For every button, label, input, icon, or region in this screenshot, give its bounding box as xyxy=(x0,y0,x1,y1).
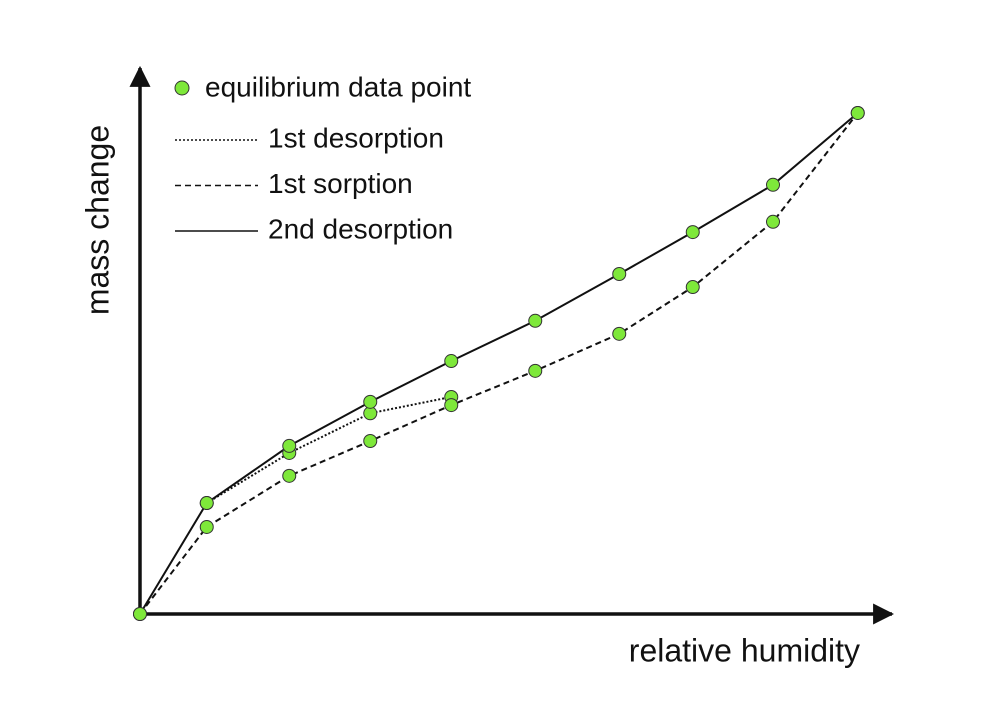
data-point xyxy=(766,214,780,229)
data-point xyxy=(199,519,214,534)
data-point xyxy=(766,177,780,192)
data-point xyxy=(282,438,297,453)
legend-label: 1st sorption xyxy=(268,168,413,199)
data-point xyxy=(282,468,297,483)
legend-label: 2nd desorption xyxy=(268,213,453,244)
data-point xyxy=(363,394,378,409)
series-line xyxy=(206,395,452,504)
y-axis-label: mass change xyxy=(79,125,115,315)
data-point xyxy=(199,496,214,511)
series-line xyxy=(139,112,859,615)
data-point xyxy=(850,105,865,120)
data-point xyxy=(612,326,627,341)
legend-label: 1st desorption xyxy=(268,122,444,153)
legend-marker xyxy=(174,80,190,96)
x-axis-label: relative humidity xyxy=(629,632,860,668)
data-point xyxy=(363,434,378,449)
data-point xyxy=(444,354,459,369)
data-point xyxy=(685,225,700,240)
data-point xyxy=(612,267,627,281)
legend-marker-label: equilibrium data point xyxy=(205,71,471,102)
data-point xyxy=(685,280,700,295)
data-point xyxy=(528,363,543,378)
data-point xyxy=(444,398,459,413)
series-line xyxy=(139,112,859,615)
data-point xyxy=(528,313,543,328)
data-point xyxy=(133,607,147,621)
